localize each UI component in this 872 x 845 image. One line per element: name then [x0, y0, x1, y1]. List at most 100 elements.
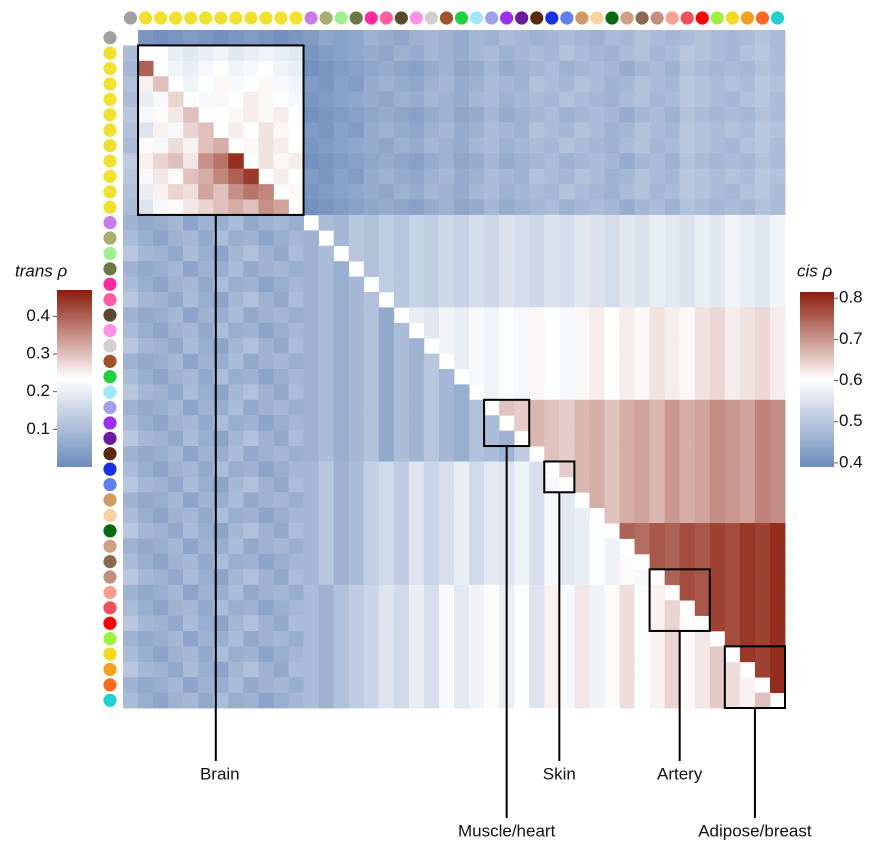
- heatmap-cell: [469, 415, 485, 432]
- heatmap-cell: [469, 661, 485, 678]
- heatmap-cell: [318, 122, 335, 139]
- tissue-dot-top: [379, 11, 393, 25]
- heatmap-cell: [604, 322, 620, 339]
- heatmap-cell: [514, 476, 530, 493]
- heatmap-cell: [454, 91, 470, 108]
- heatmap-cell: [604, 492, 620, 509]
- heatmap-cell: [529, 600, 545, 616]
- heatmap-cell: [499, 384, 515, 401]
- heatmap-cell: [123, 415, 139, 432]
- heatmap-cell: [634, 184, 650, 200]
- heatmap-cell: [679, 199, 696, 216]
- heatmap-cell: [333, 476, 350, 493]
- heatmap-cell: [604, 415, 620, 432]
- heatmap-cell: [709, 245, 726, 262]
- heatmap-cell: [634, 399, 650, 416]
- heatmap-cell: [514, 384, 530, 401]
- heatmap-cell: [589, 276, 605, 293]
- heatmap-cell: [303, 476, 319, 493]
- heatmap-cell: [724, 122, 741, 139]
- heatmap-cell: [228, 399, 244, 416]
- heatmap-cell: [423, 30, 440, 46]
- trans-scale-title: trans ρ: [15, 261, 68, 280]
- heatmap-cell: [559, 461, 575, 478]
- heatmap-cell: [589, 60, 605, 77]
- heatmap-cell: [288, 276, 304, 293]
- heatmap-cell: [739, 137, 756, 154]
- heatmap-cell: [198, 307, 214, 324]
- heatmap-cell: [423, 261, 440, 277]
- heatmap-cell: [408, 584, 425, 601]
- heatmap-cell: [619, 507, 635, 524]
- heatmap-cell: [574, 523, 590, 539]
- heatmap-cell: [378, 492, 395, 509]
- heatmap-cell: [228, 430, 244, 447]
- heatmap-cell: [694, 523, 711, 539]
- heatmap-cell: [123, 369, 139, 385]
- heatmap-cell: [514, 461, 530, 478]
- heatmap-cell: [469, 446, 485, 462]
- heatmap-cell: [228, 261, 244, 277]
- heatmap-cell: [363, 107, 380, 123]
- heatmap-cell: [754, 415, 771, 432]
- heatmap-cell: [288, 353, 304, 370]
- heatmap-cell: [153, 184, 169, 200]
- heatmap-cell: [258, 677, 274, 693]
- heatmap-cell: [754, 122, 771, 139]
- heatmap-cell: [574, 322, 590, 339]
- heatmap-cell: [123, 60, 139, 77]
- heatmap-cell: [544, 322, 560, 339]
- heatmap-cell: [198, 230, 214, 247]
- heatmap-cell: [438, 184, 455, 200]
- heatmap-cell: [769, 461, 786, 478]
- tissue-dot-top: [740, 11, 754, 25]
- heatmap-cell: [378, 369, 395, 385]
- heatmap-cell: [649, 122, 666, 139]
- heatmap-cell: [589, 661, 605, 678]
- annotation-label: Brain: [200, 764, 240, 783]
- heatmap-cell: [604, 661, 620, 678]
- heatmap-cell: [544, 661, 560, 678]
- heatmap-cell: [123, 646, 139, 663]
- heatmap-cell: [393, 184, 410, 200]
- heatmap-cell: [454, 476, 470, 493]
- heatmap-cell: [333, 199, 350, 216]
- heatmap-cell: [574, 199, 590, 216]
- heatmap-cell: [634, 30, 650, 46]
- heatmap-cell: [574, 507, 590, 524]
- heatmap-cell: [378, 137, 395, 154]
- heatmap-cell: [769, 369, 786, 385]
- heatmap-cell: [198, 153, 214, 170]
- heatmap-cell: [709, 199, 726, 216]
- heatmap-cell: [258, 307, 274, 324]
- heatmap-cell: [123, 677, 139, 693]
- heatmap-cell: [423, 45, 440, 62]
- heatmap-cell: [454, 168, 470, 185]
- heatmap-cell: [754, 584, 771, 601]
- heatmap-cell: [529, 692, 545, 709]
- heatmap-cell: [604, 538, 620, 555]
- heatmap-cell: [303, 661, 319, 678]
- heatmap-cell: [318, 600, 335, 616]
- heatmap-cell: [228, 245, 244, 262]
- heatmap-cell: [559, 45, 575, 62]
- heatmap-cell: [183, 369, 199, 385]
- heatmap-cell: [348, 338, 365, 354]
- heatmap-cell: [243, 476, 259, 493]
- heatmap-cell: [168, 291, 184, 308]
- heatmap-cell: [393, 399, 410, 416]
- heatmap-cell: [679, 353, 696, 370]
- heatmap-cell: [724, 76, 741, 93]
- heatmap-cell: [243, 553, 259, 570]
- heatmap-cell: [754, 569, 771, 586]
- heatmap-cell: [529, 91, 545, 108]
- heatmap-cell: [123, 615, 139, 632]
- heatmap-cell: [258, 338, 274, 354]
- heatmap-cell: [649, 199, 666, 216]
- heatmap-cell: [213, 276, 229, 293]
- heatmap-cell: [484, 492, 500, 509]
- heatmap-cell: [393, 369, 410, 385]
- heatmap-cell: [724, 307, 741, 324]
- heatmap-cell: [574, 137, 590, 154]
- heatmap-cell: [649, 353, 666, 370]
